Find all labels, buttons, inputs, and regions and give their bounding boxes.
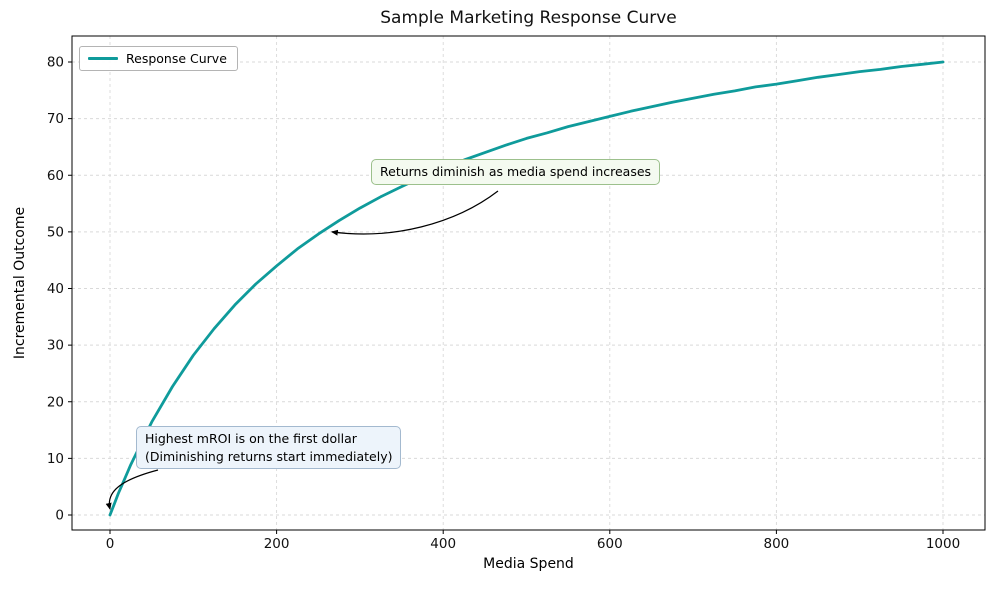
response-curve-line — [108, 60, 945, 517]
tick-label-y: 70 — [47, 111, 64, 127]
tick-label-y: 0 — [55, 508, 64, 524]
annotation-arrow-diminishing — [330, 190, 499, 236]
tick-label-y: 30 — [47, 338, 64, 354]
plot-frame — [71, 35, 986, 531]
annotation-text: Returns diminish as media spend increase… — [380, 164, 652, 179]
annotation-text-line-1: Highest mROI is on the first dollar — [145, 431, 357, 446]
tick-label-x: 1000 — [926, 536, 960, 552]
x-axis-label: Media Spend — [483, 556, 574, 572]
annotation-diminishing-returns: Returns diminish as media spend increase… — [371, 159, 661, 185]
legend: Response Curve — [79, 46, 238, 71]
tick-label-y: 20 — [47, 394, 64, 410]
legend-entry-label: Response Curve — [126, 51, 227, 66]
annotation-highest-mroi: Highest mROI is on the first dollar (Dim… — [136, 426, 402, 469]
y-axis-label: Incremental Outcome — [12, 206, 28, 360]
tick-label-y: 40 — [47, 281, 64, 297]
tick-label-x: 400 — [430, 536, 456, 552]
tick-label-y: 80 — [47, 55, 64, 71]
annotation-text-line-2: (Diminishing returns start immediately) — [145, 448, 393, 464]
legend-line-swatch — [88, 57, 118, 60]
chart-title: Sample Marketing Response Curve — [380, 8, 677, 28]
tick-label-y: 60 — [47, 168, 64, 184]
tick-label-x: 200 — [264, 536, 290, 552]
tick-label-x: 600 — [597, 536, 623, 552]
tick-label-x: 0 — [106, 536, 115, 552]
tick-label-x: 800 — [764, 536, 790, 552]
tick-label-y: 10 — [47, 451, 64, 467]
annotation-arrow-mroi — [105, 469, 159, 510]
tick-label-y: 50 — [47, 224, 64, 240]
